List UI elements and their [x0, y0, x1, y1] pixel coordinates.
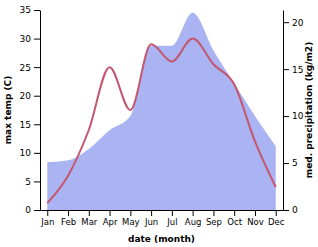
y-axis-line [40, 11, 41, 211]
tick: Mar [81, 210, 98, 227]
tick-label: 25 [20, 63, 31, 73]
marks [47, 13, 275, 210]
tick: Feb [61, 210, 76, 227]
tick-mark [283, 22, 289, 23]
tick-label: 0 [292, 205, 298, 215]
tick-label: 0 [25, 205, 31, 215]
tick-mark [283, 163, 289, 164]
tick: Apr [103, 210, 118, 227]
tick: Oct [227, 210, 242, 227]
tick-mark [283, 210, 289, 211]
tick: 10 [283, 111, 304, 121]
tick-label: Mar [81, 217, 98, 227]
tick: May [122, 210, 140, 227]
tick: 0 [283, 205, 298, 215]
tick-label: Jun [144, 217, 158, 227]
tick-label: Apr [103, 217, 118, 227]
tick-label: 15 [292, 65, 303, 75]
tick-label: Sep [206, 217, 222, 227]
tick-mark [283, 116, 289, 117]
tick: 5 [283, 158, 298, 168]
tick-mark [34, 96, 40, 97]
plot: Jan Feb Mar Apr May Jun Jul Aug Sep Oct Nov Dec 0 5 10… [20, 5, 304, 227]
tick-mark [47, 210, 48, 216]
tick-mark [34, 124, 40, 125]
x-axis-title: date (month) [128, 234, 195, 244]
tick-label: 20 [292, 18, 304, 28]
tick-label: May [122, 217, 140, 227]
tick-mark [234, 210, 235, 216]
tick-mark [34, 210, 40, 211]
tick: Jul [166, 210, 177, 227]
tick-label: 15 [20, 120, 31, 130]
tick-mark [110, 210, 111, 216]
tick-mark [151, 210, 152, 216]
tick: 10 [20, 148, 40, 158]
x-axis: Jan Feb Mar Apr May Jun Jul Aug Sep Oct Nov Dec [40, 210, 285, 227]
tick-label: 5 [292, 158, 298, 168]
tick: 15 [283, 65, 303, 75]
tick-mark [255, 210, 256, 216]
tick: Jan [40, 210, 54, 227]
tick: 15 [20, 120, 40, 130]
tick: 25 [20, 63, 40, 73]
y2-axis-title: med. precipitation (kg/m2) [304, 42, 314, 178]
tick-mark [172, 210, 173, 216]
tick-label: 10 [292, 111, 304, 121]
tick: 5 [25, 177, 40, 187]
tick: Jun [144, 210, 158, 227]
chart: Jan Feb Mar Apr May Jun Jul Aug Sep Oct Nov Dec 0 5 10… [0, 0, 318, 247]
tick-label: 10 [20, 148, 32, 158]
tick-mark [213, 210, 214, 216]
tick: Sep [206, 210, 222, 227]
tick: 35 [20, 5, 40, 15]
tick-label: 5 [25, 177, 31, 187]
tick: 30 [20, 34, 40, 44]
tick: Dec [268, 210, 285, 227]
tick-label: Feb [61, 217, 76, 227]
tick-mark [276, 210, 277, 216]
tick-mark [130, 210, 131, 216]
tick-label: Jan [40, 217, 54, 227]
tick: 0 [25, 205, 40, 215]
y2-axis: 0 5 10 15 20 [283, 11, 304, 216]
tick-mark [283, 69, 289, 70]
tick-label: 20 [20, 91, 32, 101]
tick-label: Oct [227, 217, 242, 227]
y-axis-title: max temp (C) [3, 76, 13, 145]
tick: Aug [185, 210, 202, 227]
tick-mark [34, 39, 40, 40]
tick: 20 [20, 91, 40, 101]
precipitation-area [47, 13, 275, 210]
tick-mark [68, 210, 69, 216]
tick-mark [34, 153, 40, 154]
tick: Nov [247, 210, 264, 227]
tick-mark [193, 210, 194, 216]
tick-mark [89, 210, 90, 216]
y2-axis-line [283, 11, 284, 211]
temperature-line [47, 39, 275, 204]
tick-label: Jul [166, 217, 177, 227]
tick-mark [34, 67, 40, 68]
tick-mark [34, 10, 40, 11]
tick-label: 35 [20, 5, 31, 15]
y-axis: 0 5 10 15 20 25 30 35 [20, 5, 41, 215]
tick: 20 [283, 18, 304, 28]
tick-mark [34, 181, 40, 182]
x-axis-line [41, 210, 284, 211]
tick-label: Aug [185, 217, 202, 227]
tick-label: Dec [268, 217, 285, 227]
tick-label: 30 [20, 34, 32, 44]
tick-label: Nov [247, 217, 264, 227]
